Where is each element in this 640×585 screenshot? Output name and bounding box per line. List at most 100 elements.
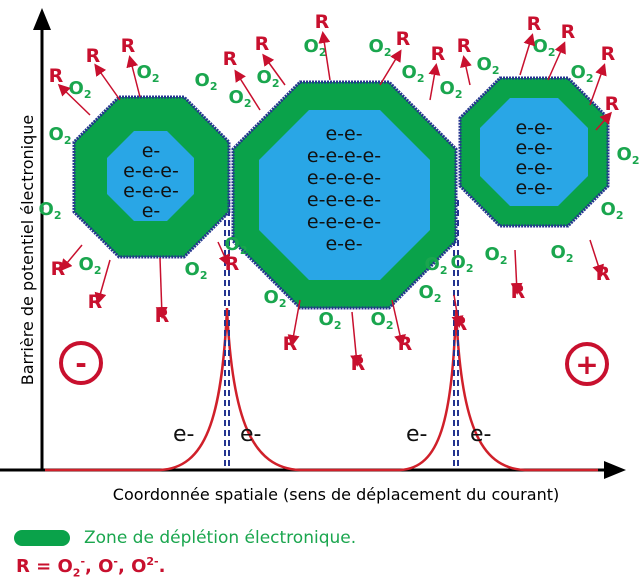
radical-label: R: [398, 333, 413, 355]
radical-formula: R = O2-, O-, O2-.: [16, 555, 166, 580]
y-axis-label: Barrière de potentiel électronique: [18, 115, 37, 385]
radical-arrow: [318, 31, 331, 81]
positive-pole-circle: [565, 342, 609, 386]
boundary-electron-labels: e- e- e- e-: [173, 422, 491, 447]
negative-pole-sign: -: [75, 347, 87, 380]
legend-depletion: Zone de déplétion électronique.: [14, 528, 356, 548]
oxygen-molecule: O2: [319, 309, 342, 332]
radical-arrow: [428, 63, 441, 101]
radical-label: R: [511, 281, 526, 303]
radical-label: R: [121, 35, 136, 57]
radical-label: R: [51, 258, 66, 280]
radical-arrow: [234, 69, 261, 111]
grain-right-electrons: e-e- e-e- e-e- e-e-: [515, 117, 552, 199]
grain-left-core: [107, 131, 194, 221]
electron-label: e-: [240, 422, 261, 447]
x-axis-arrow: [604, 461, 626, 479]
radical-arrow: [589, 63, 607, 106]
radical-arrow: [547, 41, 566, 81]
radical-arrow: [519, 33, 536, 76]
radical-arrow: [60, 244, 83, 272]
radical-label: R: [351, 353, 366, 375]
electron-row: e-e-e-e-: [307, 145, 381, 167]
electron-row: e-e-e-: [123, 160, 179, 182]
radical-label: R: [431, 43, 446, 65]
radical-arrow: [217, 241, 230, 267]
electron-row: e-e-: [325, 233, 362, 255]
grain-right: [458, 76, 610, 228]
oxygen-molecule: O2: [39, 199, 62, 222]
oxygen-molecule: O2: [617, 144, 640, 167]
oxygen-molecule: O2: [601, 199, 624, 222]
electron-row: e-e-e-: [123, 180, 179, 202]
grain-right-core: [480, 98, 588, 206]
oxygen-molecule: O2: [451, 252, 474, 275]
radical-label: R: [605, 93, 620, 115]
grain-middle-core: [259, 110, 430, 280]
grain-left: [72, 95, 231, 259]
depletion-diagram: Barrière de potentiel électronique Coord…: [0, 8, 640, 504]
electron-label: e-: [173, 422, 194, 447]
oxygen-molecule: O2: [369, 36, 392, 59]
radical-label: R: [88, 291, 103, 313]
potential-barrier-curve: [45, 307, 598, 472]
radical-label: R: [527, 13, 542, 35]
radical-label: R: [155, 305, 170, 327]
electron-row: e-e-: [325, 123, 362, 145]
radical-arrow: [94, 259, 111, 305]
oxygen-molecule: O2: [425, 254, 448, 277]
radical-arrow: [94, 63, 121, 101]
radical-label: R: [396, 28, 411, 50]
radical-arrow: [287, 299, 301, 347]
radical-label: R: [255, 33, 270, 55]
positive-pole: +: [565, 342, 609, 386]
radical-arrow: [350, 311, 363, 367]
y-axis-arrow: [33, 8, 51, 30]
grain-left-electrons: e- e-e-e- e-e-e- e-: [123, 140, 179, 222]
radical-label: R: [457, 35, 472, 57]
radical-label: R: [453, 313, 468, 335]
radical-arrow: [126, 55, 141, 98]
grain-middle: [231, 80, 458, 310]
negative-pole-circle: [59, 341, 103, 385]
oxygen-molecule: O2: [440, 78, 463, 101]
oxygen-molecule: O2: [533, 36, 556, 59]
radical-label: R: [223, 48, 238, 70]
electron-row: e-e-e-e-: [307, 211, 381, 233]
electron-row: e-e-: [515, 177, 552, 199]
radical-label: R: [283, 333, 298, 355]
radical-label: R: [601, 43, 616, 65]
oxygen-molecule: O2: [477, 54, 500, 77]
oxygen-molecule: O2: [49, 124, 72, 147]
x-axis-label: Coordonnée spatiale (sens de déplacement…: [113, 485, 559, 504]
radical-label: R: [315, 11, 330, 33]
radical-label: R: [225, 253, 240, 275]
electron-label: e-: [470, 422, 491, 447]
oxygen-molecule: O2: [402, 62, 425, 85]
radical-arrow: [262, 53, 286, 86]
positive-pole-sign: +: [575, 348, 598, 381]
oxygen-molecule: O2: [257, 67, 280, 90]
negative-pole: -: [59, 341, 103, 385]
radical-arrow: [460, 55, 472, 86]
oxygen-molecule: O2: [195, 70, 218, 93]
radical-arrow: [589, 239, 604, 277]
electron-row: e-: [142, 200, 161, 222]
radical-label: R: [49, 65, 64, 87]
oxygen-molecule: O2: [551, 242, 574, 265]
radical-label: R: [561, 21, 576, 43]
electron-row: e-: [142, 140, 161, 162]
radical-label: R: [596, 263, 611, 285]
electron-label: e-: [406, 422, 427, 447]
depletion-swatch: [14, 530, 70, 546]
oxygen-molecule: O2: [571, 62, 594, 85]
radical-arrow: [391, 299, 406, 347]
oxygen-molecule: O2: [185, 259, 208, 282]
grain-middle-electrons: e-e- e-e-e-e- e-e-e-e- e-e-e-e- e-e-e-e-…: [307, 123, 381, 255]
oxygen-molecule: O2: [371, 309, 394, 332]
oxygen-molecule: O2: [137, 62, 160, 85]
electron-row: e-e-: [515, 117, 552, 139]
electron-row: e-e-: [515, 157, 552, 179]
electron-row: e-e-e-e-: [307, 189, 381, 211]
